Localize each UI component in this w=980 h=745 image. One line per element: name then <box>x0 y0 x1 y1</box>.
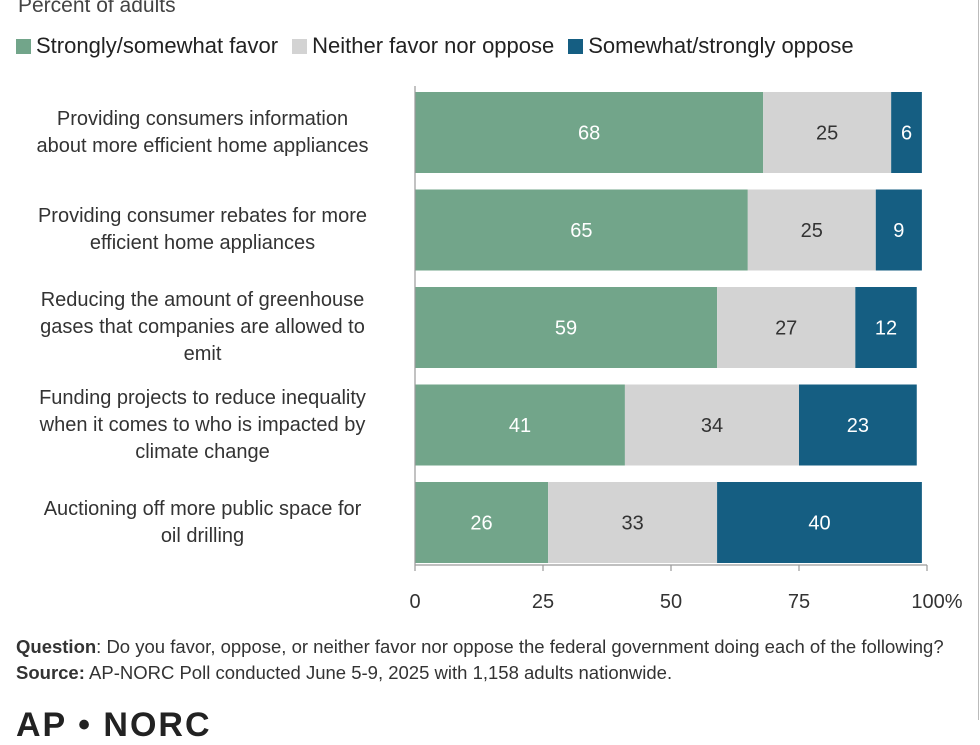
bar-segment-oppose <box>891 92 922 173</box>
x-tick-label: 25 <box>532 591 554 613</box>
legend-label-oppose: Somewhat/strongly oppose <box>588 33 854 58</box>
legend-swatch-favor <box>16 38 31 54</box>
legend-item-neither: Neither favor nor oppose <box>292 33 554 59</box>
bar-segment-neither <box>548 482 718 563</box>
source-text: AP-NORC Poll conducted June 5-9, 2025 wi… <box>84 662 673 683</box>
legend-label-favor: Strongly/somewhat favor <box>36 33 279 58</box>
data-label-neither: 25 <box>816 123 838 145</box>
bar-segment-favor <box>415 189 748 271</box>
bar-segment-favor <box>415 384 625 466</box>
legend-item-favor: Strongly/somewhat favor <box>16 33 278 59</box>
bar-segment-oppose <box>717 482 922 563</box>
bar-segment-neither <box>747 189 876 271</box>
question-note: Question: Do you favor, oppose, or neith… <box>16 634 966 660</box>
category-label-line: Providing consumers information <box>56 107 349 130</box>
bar-segment-neither <box>624 384 799 466</box>
category-label-line: climate change <box>135 440 270 463</box>
bar-segment-oppose <box>855 287 917 368</box>
bar-segment-favor <box>415 92 764 173</box>
data-label-neither: 34 <box>701 415 723 437</box>
bar-segment-neither <box>717 287 856 368</box>
bar-segment-oppose <box>799 384 917 466</box>
data-label-favor: 65 <box>570 220 592 242</box>
data-label-neither: 25 <box>801 220 823 242</box>
data-label-favor: 68 <box>578 123 600 145</box>
data-label-neither: 33 <box>621 513 643 535</box>
category-label-line: Providing consumer rebates for more <box>37 205 368 227</box>
data-label-oppose: 6 <box>901 123 912 145</box>
source-label: Source: <box>16 662 85 683</box>
x-tick-label: 50 <box>660 591 682 613</box>
category-label-line: Auctioning off more public space for <box>43 497 362 520</box>
chart-subtitle: Percent of adults <box>18 0 176 17</box>
data-label-favor: 26 <box>470 513 492 535</box>
legend-swatch-oppose <box>568 38 584 54</box>
x-tick-label: 0 <box>409 591 420 613</box>
question-text: : Do you favor, oppose, or neither favor… <box>96 636 944 657</box>
data-label-oppose: 9 <box>893 220 904 242</box>
question-label: Question <box>16 636 97 657</box>
data-label-oppose: 12 <box>875 318 897 340</box>
data-label-oppose: 23 <box>847 415 869 437</box>
category-label-line: Reducing the amount of greenhouse <box>40 289 365 311</box>
data-label-neither: 27 <box>775 318 797 340</box>
category-label-line: Funding projects to reduce inequality <box>39 386 366 409</box>
category-label-line: when it comes to who is impacted by <box>39 413 366 436</box>
chart-legend: Strongly/somewhat favor Neither favor no… <box>16 33 868 59</box>
x-tick-label: 100% <box>911 591 962 613</box>
category-label: Providing consumers information about mor… <box>5 106 400 160</box>
data-label-favor: 59 <box>555 318 577 340</box>
bar-segment-neither <box>763 92 892 173</box>
category-label: Providing consumer rebates for more effic… <box>5 203 400 257</box>
bar-segment-oppose <box>875 189 922 271</box>
legend-label-neither: Neither favor nor oppose <box>312 33 555 58</box>
image-border <box>978 0 979 720</box>
stacked-bar-chart: 68 25 6 65 25 9 59 27 12 41 34 23 26 33 40 0 25 50 75 100% <box>409 86 963 613</box>
data-label-oppose: 40 <box>808 513 830 535</box>
category-label-line: emit <box>183 343 222 365</box>
source-note: Source: AP-NORC Poll conducted June 5-9,… <box>16 660 966 686</box>
legend-swatch-neither <box>292 38 308 54</box>
bar-segment-favor <box>415 287 718 368</box>
bar-segment-favor <box>415 482 549 563</box>
category-label: Funding projects to reduce inequality whe… <box>5 385 400 466</box>
category-label-line: efficient home appliances <box>89 232 316 254</box>
legend-item-oppose: Somewhat/strongly oppose <box>568 33 854 59</box>
data-label-favor: 41 <box>509 415 531 437</box>
category-label-line: gases that companies are allowed to <box>40 316 365 338</box>
chart-footer: Question: Do you favor, oppose, or neith… <box>16 634 966 686</box>
category-label: Reducing the amount of greenhouse gases t… <box>5 287 400 368</box>
category-label-line: about more efficient home appliances <box>36 134 369 157</box>
x-tick-label: 75 <box>788 591 810 613</box>
ap-norc-logo: AP • NORC <box>16 706 212 744</box>
category-label-line: oil drilling <box>160 524 245 547</box>
category-label: Auctioning off more public space for oil … <box>5 496 400 550</box>
